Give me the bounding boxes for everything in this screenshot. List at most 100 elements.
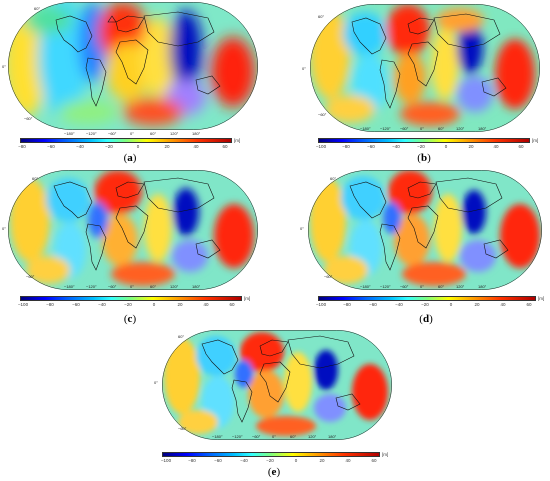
lat-label: −60°	[26, 274, 35, 279]
lat-label: 0°	[302, 66, 306, 71]
lat-label: −60°	[318, 112, 327, 117]
geoid-map-a: 60° 0° −60° −180° −120° −60° 0° 60° 120°…	[2, 2, 258, 136]
lat-label: 60°	[32, 176, 39, 181]
lon-label: −60°	[108, 131, 117, 136]
lon-label: 60°	[290, 434, 297, 439]
colorbar-tick: 40	[193, 144, 199, 149]
coastlines-d	[349, 177, 509, 271]
panel-a: 60° 0° −60° −180° −120° −60° 0° 60° 120°…	[0, 0, 272, 165]
colorbar-tick: −60	[47, 144, 55, 149]
colorbar-d-gradient	[318, 296, 536, 301]
lon-label: −180°	[360, 126, 371, 131]
coastlines-c	[53, 177, 221, 271]
panel-label-b: (b)	[417, 152, 431, 164]
lon-label: 120°	[170, 284, 179, 289]
colorbar-tick: 40	[203, 302, 209, 307]
lon-label: −120°	[86, 131, 97, 136]
colorbar-tick: −100	[315, 144, 327, 149]
map-b-svg	[310, 4, 540, 132]
colorbar-tick: 60	[526, 302, 532, 307]
lon-label: −60°	[400, 126, 409, 131]
lon-label: 180°	[478, 126, 487, 131]
colorbar-tick: 60	[518, 144, 524, 149]
lon-label: 0°	[272, 434, 276, 439]
lon-label: −120°	[86, 284, 97, 289]
colorbar-tick: −80	[188, 458, 196, 463]
colorbar-d: [m] −100 −80 −60 −40 −20 0 20 40 60	[315, 296, 548, 310]
colorbar-tick: 40	[500, 302, 506, 307]
lat-label: 0°	[154, 380, 158, 385]
colorbar-a-gradient	[20, 138, 232, 143]
colorbar-unit: [m]	[234, 137, 241, 143]
coastlines-e	[201, 335, 361, 423]
panel-label-a: (a)	[123, 152, 137, 164]
lon-label: −180°	[64, 131, 75, 136]
colorbar-tick: −20	[124, 302, 132, 307]
colorbar-c-gradient	[20, 296, 242, 301]
colorbar-tick: −100	[17, 302, 29, 307]
lon-label: 120°	[456, 126, 465, 131]
lon-label: 180°	[328, 434, 337, 439]
lon-label: 0°	[420, 284, 424, 289]
lon-label: 60°	[438, 284, 445, 289]
lat-label: 60°	[34, 6, 41, 11]
map-b-border	[310, 4, 540, 132]
colorbar-tick: −40	[98, 302, 106, 307]
lon-label: 0°	[130, 284, 134, 289]
colorbar-b: [m] −100 −80 −60 −40 −20 0 20 40 60	[315, 138, 538, 152]
panel-label-e: (e)	[267, 466, 281, 478]
lon-label: 120°	[170, 131, 179, 136]
colorbar-tick: −40	[395, 302, 403, 307]
map-d-border	[308, 170, 542, 290]
lon-label: −180°	[360, 284, 371, 289]
colorbar-tick: −40	[76, 144, 84, 149]
map-c-border	[8, 170, 258, 290]
lon-label: 60°	[438, 126, 445, 131]
lon-label: −60°	[252, 434, 261, 439]
colorbar-tick: 20	[319, 458, 325, 463]
lon-label: 180°	[192, 284, 201, 289]
panel-label-d: (d)	[419, 313, 433, 325]
colorbar-tick: −100	[160, 458, 172, 463]
colorbar-unit: [m]	[382, 451, 389, 457]
colorbar-tick: −20	[421, 302, 429, 307]
colorbar-b-gradient	[318, 138, 530, 143]
lon-label: −120°	[380, 126, 391, 131]
map-c-svg	[8, 170, 258, 290]
colorbar-tick: 20	[177, 302, 183, 307]
colorbar-tick: −20	[417, 144, 425, 149]
colorbar-tick: 60	[222, 144, 228, 149]
colorbar-tick: 40	[345, 458, 351, 463]
colorbar-tick: −80	[18, 144, 26, 149]
map-d-svg	[308, 170, 542, 290]
lat-label: 60°	[178, 334, 185, 339]
colorbar-tick: −40	[240, 458, 248, 463]
colorbar-tick: −80	[343, 302, 351, 307]
lat-label: −60°	[324, 274, 333, 279]
colorbar-tick: 20	[164, 144, 170, 149]
coastlines-b	[351, 13, 507, 109]
panel-c: 60° 0° −60° −180° −120° −60° 0° 60° 120°…	[0, 168, 272, 333]
lon-label: 60°	[150, 284, 157, 289]
map-a-svg	[8, 2, 258, 130]
colorbar-tick: 0	[294, 458, 298, 463]
geoid-map-e: 60° 0° −60° −180° −120° −60° 0° 60° 120°…	[154, 330, 392, 440]
lat-label: 60°	[330, 176, 337, 181]
panel-b: 60° 0° −60° −180° −120° −60° 0° 60° 120°…	[298, 0, 550, 165]
lon-label: 120°	[308, 434, 317, 439]
lon-label: 60°	[150, 131, 157, 136]
colorbar-tick: −20	[105, 144, 113, 149]
lon-label: 120°	[456, 284, 465, 289]
lat-label: 0°	[2, 64, 6, 69]
colorbar-tick: −80	[46, 302, 54, 307]
lon-label: −60°	[400, 284, 409, 289]
colorbar-a: [m] −80 −60 −40 −20 0 20 40 60	[18, 137, 241, 152]
colorbar-c: [m] −100 −80 −60 −40 −20 0 20 40 60	[17, 296, 250, 310]
colorbar-tick: −60	[72, 302, 80, 307]
colorbar-tick: −100	[315, 302, 327, 307]
map-e-svg	[162, 330, 392, 440]
lon-label: −60°	[108, 284, 117, 289]
colorbar-tick: 20	[474, 302, 480, 307]
colorbar-e-gradient	[162, 452, 380, 457]
colorbar-tick: 40	[493, 144, 499, 149]
